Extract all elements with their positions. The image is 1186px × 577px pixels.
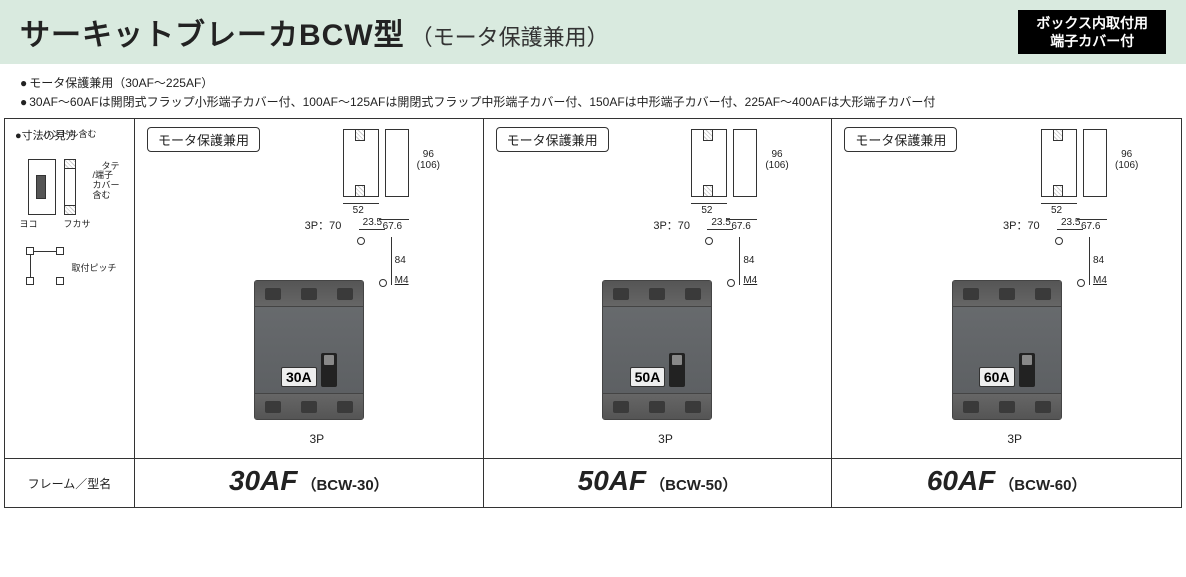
- frame-model: （BCW-30）: [301, 474, 388, 495]
- amp-label: 50A: [630, 367, 666, 387]
- badge-box: ボックス内取付用 端子カバー付: [1018, 10, 1166, 54]
- switch-icon: [321, 353, 337, 387]
- amp-label: 60A: [979, 367, 1015, 387]
- badge-line2: 端子カバー付: [1036, 32, 1148, 50]
- dim-mount-h: 84: [743, 255, 754, 266]
- legend-pitch: 取付ピッチ: [72, 261, 117, 274]
- photo-body: 60A: [953, 307, 1061, 393]
- dim-height-sub: (106): [417, 160, 440, 171]
- legend-figure-1: タテ /端子 カバー 含む ヨコ フカサ: [20, 153, 120, 233]
- legend-figure-2: 取付ピッチ: [20, 243, 120, 293]
- dim-mount-h: 84: [1093, 255, 1104, 266]
- dimension-drawing-top: 96 (106) 52 67.6 3P：70: [305, 125, 475, 245]
- title-main: サーキットブレーカBCW型: [20, 10, 405, 54]
- dim-mount-w: 23.5: [363, 217, 382, 228]
- frame-af: 30AF: [229, 465, 297, 497]
- dim-height: 96: [771, 149, 782, 160]
- legend-fukasa: フカサ: [64, 217, 91, 230]
- photo-body: 30A: [255, 307, 363, 393]
- photo-terminals-top: [603, 281, 711, 307]
- legend-handle: ハンドル含む: [42, 127, 96, 140]
- photo-terminals-top: [953, 281, 1061, 307]
- dimension-drawing-top: 96 (106) 52 67.6 3P：70: [653, 125, 823, 245]
- dim-height: 96: [1121, 149, 1132, 160]
- photo-terminals-bottom: [603, 393, 711, 419]
- dim-pole-spec: 3P：70: [653, 217, 690, 233]
- frame-af: 60AF: [927, 465, 995, 497]
- frame-row-label: フレーム／型名: [5, 459, 135, 507]
- photo-terminals-top: [255, 281, 363, 307]
- product-tag: モータ保護兼用: [496, 127, 609, 152]
- photo-terminals-bottom: [255, 393, 363, 419]
- legend-yoko: ヨコ: [20, 217, 38, 230]
- dim-height-sub: (106): [1115, 160, 1138, 171]
- spec-sheet: ●寸法の見方 タテ /端子 カバー 含む ヨコ フカサ ハンドル含む 取付ピッチ…: [4, 118, 1182, 508]
- product-photo: 60A: [952, 280, 1062, 420]
- badge-line1: ボックス内取付用: [1036, 14, 1148, 32]
- frame-cell: 50AF （BCW-50）: [484, 459, 833, 507]
- note-1: モータ保護兼用（30AF～225AF）: [20, 74, 1166, 93]
- product-cell: モータ保護兼用 96 (106) 52 67.6 3P：70 23.5 84 M…: [832, 119, 1181, 459]
- amp-label: 30A: [281, 367, 317, 387]
- product-photo: 30A: [254, 280, 364, 420]
- dim-height: 96: [423, 149, 434, 160]
- notes-block: モータ保護兼用（30AF～225AF） 30AF～60AFは開閉式フラップ小形端…: [0, 64, 1186, 118]
- dim-height-sub: (106): [765, 160, 788, 171]
- frame-model: （BCW-60）: [999, 474, 1086, 495]
- product-photo: 50A: [602, 280, 712, 420]
- product-tag: モータ保護兼用: [147, 127, 260, 152]
- dimension-drawing-top: 96 (106) 52 67.6 3P：70: [1003, 125, 1173, 245]
- product-cell: モータ保護兼用 96 (106) 52 67.6 3P：70 23.5 84 M…: [484, 119, 833, 459]
- switch-icon: [669, 353, 685, 387]
- dim-screw: M4: [1093, 275, 1107, 286]
- product-tag: モータ保護兼用: [844, 127, 957, 152]
- dim-mount-h: 84: [395, 255, 406, 266]
- legend-cell: ●寸法の見方 タテ /端子 カバー 含む ヨコ フカサ ハンドル含む 取付ピッチ: [5, 119, 135, 459]
- legend-cover-note: /端子 カバー 含む: [92, 171, 119, 201]
- header-band: サーキットブレーカBCW型 （モータ保護兼用） ボックス内取付用 端子カバー付: [0, 0, 1186, 64]
- photo-caption: 3P: [143, 432, 491, 446]
- frame-af: 50AF: [578, 465, 646, 497]
- frame-cell: 60AF （BCW-60）: [832, 459, 1181, 507]
- dim-width: 52: [353, 205, 364, 216]
- dim-mount-w: 23.5: [1061, 217, 1080, 228]
- note-2: 30AF～60AFは開閉式フラップ小形端子カバー付、100AF～125AFは開閉…: [20, 93, 1166, 112]
- photo-caption: 3P: [840, 432, 1186, 446]
- dim-mount-w: 23.5: [711, 217, 730, 228]
- switch-icon: [1019, 353, 1035, 387]
- dim-pole-spec: 3P：70: [305, 217, 342, 233]
- title-paren: （モータ保護兼用）: [411, 20, 609, 52]
- dim-pole-spec: 3P：70: [1003, 217, 1040, 233]
- dim-screw: M4: [743, 275, 757, 286]
- dim-screw: M4: [395, 275, 409, 286]
- photo-terminals-bottom: [953, 393, 1061, 419]
- frame-model: （BCW-50）: [650, 474, 737, 495]
- dim-width: 52: [1051, 205, 1062, 216]
- photo-body: 50A: [603, 307, 711, 393]
- dim-width: 52: [701, 205, 712, 216]
- frame-cell: 30AF （BCW-30）: [135, 459, 484, 507]
- title-group: サーキットブレーカBCW型 （モータ保護兼用）: [20, 10, 609, 54]
- product-cell: モータ保護兼用 96 (106) 52 67.6 3P：70 23.5 84 M…: [135, 119, 484, 459]
- photo-caption: 3P: [492, 432, 840, 446]
